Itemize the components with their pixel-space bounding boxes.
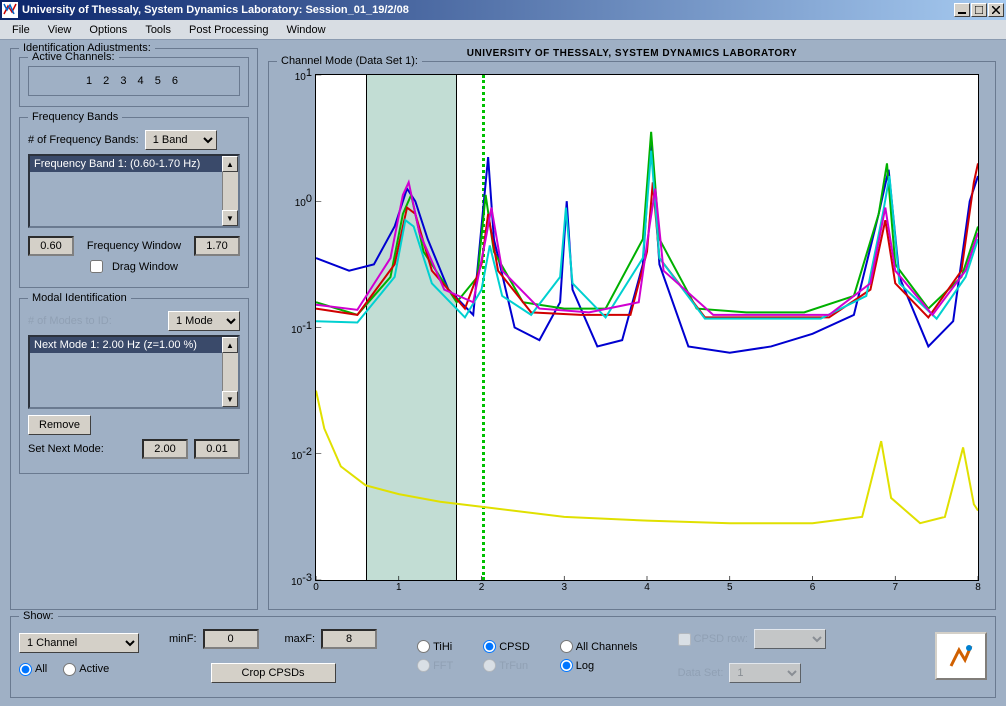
next-mode-freq-input[interactable]: [142, 439, 188, 459]
radio-fft[interactable]: FFT: [417, 659, 453, 672]
num-modes-label: # of Modes to ID:: [28, 315, 112, 327]
dataset-select[interactable]: 1: [729, 663, 801, 683]
window-title: University of Thessaly, System Dynamics …: [22, 4, 954, 16]
close-button[interactable]: [988, 3, 1004, 17]
drag-window-label: Drag Window: [112, 261, 178, 273]
minf-label: minF:: [169, 633, 197, 645]
radio-cpsd[interactable]: CPSD: [483, 640, 530, 653]
menu-tools[interactable]: Tools: [137, 22, 179, 38]
scroll-down-icon[interactable]: ▼: [222, 391, 238, 407]
radio-all-channels[interactable]: All Channels: [560, 640, 638, 653]
active-channels-legend: Active Channels:: [28, 51, 119, 63]
menu-bar: File View Options Tools Post Processing …: [0, 20, 1006, 40]
y-axis-ticks: 10-310-210-1100101: [280, 75, 314, 580]
scroll-up-icon[interactable]: ▲: [222, 337, 238, 353]
freq-window-high-input[interactable]: [194, 236, 240, 256]
radio-trfun[interactable]: TrFun: [483, 659, 530, 672]
next-mode-damp-input[interactable]: [194, 439, 240, 459]
title-bar: University of Thessaly, System Dynamics …: [0, 0, 1006, 20]
radio-tihi[interactable]: TiHi: [417, 640, 453, 653]
frequency-bands-legend: Frequency Bands: [28, 111, 122, 123]
scroll-up-icon[interactable]: ▲: [222, 156, 238, 172]
app-icon: [2, 2, 18, 18]
plot-svg: [316, 75, 978, 580]
radio-log[interactable]: Log: [560, 659, 638, 672]
modes-listbox[interactable]: Next Mode 1: 2.00 Hz (z=1.00 %) ▲ ▼: [28, 335, 240, 409]
active-channels-group: Active Channels: 1 2 3 4 5 6: [19, 57, 249, 107]
matlab-icon: [945, 640, 977, 672]
frequency-bands-group: Frequency Bands # of Frequency Bands: 1 …: [19, 117, 249, 288]
chart-panel: Channel Mode (Data Set 1): 10-310-210-11…: [268, 61, 996, 610]
maximize-button[interactable]: [971, 3, 987, 17]
cpsd-row-checkbox[interactable]: CPSD row:: [678, 633, 748, 646]
drag-window-checkbox[interactable]: [90, 260, 103, 273]
modal-identification-legend: Modal Identification: [28, 292, 131, 304]
remove-button[interactable]: Remove: [28, 415, 91, 435]
menu-postprocessing[interactable]: Post Processing: [181, 22, 276, 38]
chart-area[interactable]: 10-310-210-1100101 012345678: [315, 74, 979, 581]
modal-identification-group: Modal Identification # of Modes to ID: 1…: [19, 298, 249, 474]
scroll-down-icon[interactable]: ▼: [222, 210, 238, 226]
cpsd-row-select[interactable]: [754, 629, 826, 649]
freq-window-label: Frequency Window: [80, 240, 188, 252]
freq-bands-listbox[interactable]: Frequency Band 1: (0.60-1.70 Hz) ▲ ▼: [28, 154, 240, 228]
maxf-input[interactable]: [321, 629, 377, 649]
set-next-mode-label: Set Next Mode:: [28, 443, 104, 455]
radio-all[interactable]: All: [19, 663, 47, 676]
active-channels-list: 1 2 3 4 5 6: [37, 73, 231, 89]
maxf-label: maxF:: [285, 633, 316, 645]
radio-active[interactable]: Active: [63, 663, 109, 676]
mode-item[interactable]: Next Mode 1: 2.00 Hz (z=1.00 %): [30, 337, 238, 353]
identification-adjustments-panel: Identification Adjustments: Active Chann…: [10, 48, 258, 610]
logo-button[interactable]: [935, 632, 987, 680]
active-channels-box: 1 2 3 4 5 6: [28, 66, 240, 96]
chart-legend: Channel Mode (Data Set 1):: [277, 55, 422, 67]
freq-window-low-input[interactable]: [28, 236, 74, 256]
dataset-label: Data Set:: [678, 667, 724, 679]
num-freq-bands-label: # of Frequency Bands:: [28, 134, 139, 146]
x-axis-ticks: 012345678: [316, 582, 978, 596]
num-freq-bands-select[interactable]: 1 Band: [145, 130, 217, 150]
channel-select[interactable]: 1 Channel: [19, 633, 139, 653]
crop-cpsds-button[interactable]: Crop CPSDs: [211, 663, 336, 683]
show-panel: Show: 1 Channel All Active minF: maxF:: [10, 616, 996, 698]
freq-band-item[interactable]: Frequency Band 1: (0.60-1.70 Hz): [30, 156, 238, 172]
num-modes-select[interactable]: 1 Mode: [168, 311, 240, 331]
menu-window[interactable]: Window: [278, 22, 333, 38]
menu-options[interactable]: Options: [81, 22, 135, 38]
minimize-button[interactable]: [954, 3, 970, 17]
menu-file[interactable]: File: [4, 22, 38, 38]
show-legend: Show:: [19, 610, 58, 622]
minf-input[interactable]: [203, 629, 259, 649]
menu-view[interactable]: View: [40, 22, 80, 38]
